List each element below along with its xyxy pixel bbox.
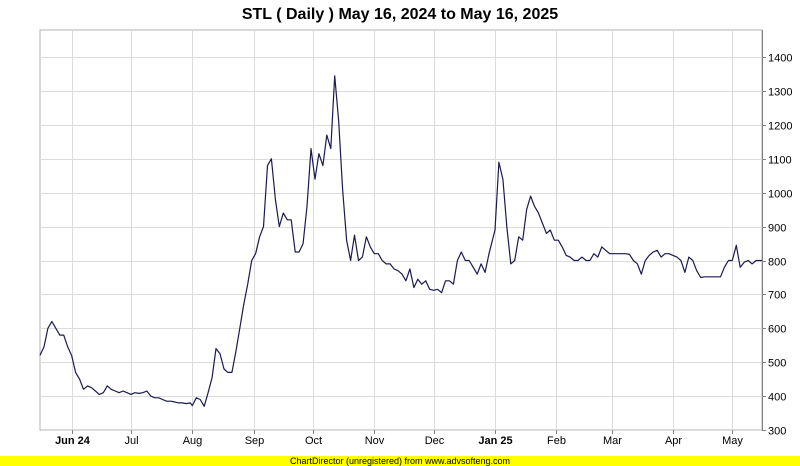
x-tick-label: Mar xyxy=(603,435,622,447)
y-tick-label: 1200 xyxy=(768,121,792,133)
x-tick-label: May xyxy=(722,435,743,447)
x-tick-label: Jan 25 xyxy=(478,435,512,447)
x-tick-label: Nov xyxy=(365,435,385,447)
x-tick-label: Jul xyxy=(124,435,138,447)
x-tick-label: Sep xyxy=(245,435,265,447)
plot-area xyxy=(39,29,763,431)
x-tick-label: Aug xyxy=(183,435,203,447)
x-tick-label: Dec xyxy=(425,435,445,447)
price-line-series-0 xyxy=(39,75,762,407)
y-tick-label: 900 xyxy=(768,223,786,235)
x-tick-label: Apr xyxy=(665,435,682,447)
chart-title: STL ( Daily ) May 16, 2024 to May 16, 20… xyxy=(242,6,558,23)
axes: 300 400 500 600 700 800 900 1000 1100 1200 1300 140… xyxy=(55,30,792,447)
chartdirector-footer: ChartDirector (unregistered) from www.ad… xyxy=(0,456,800,466)
y-tick-label: 600 xyxy=(768,324,786,336)
grid xyxy=(39,29,763,431)
y-tick-label: 1100 xyxy=(768,155,792,167)
y-tick-label: 300 xyxy=(768,426,786,438)
y-tick-label: 1000 xyxy=(768,189,792,201)
y-tick-label: 400 xyxy=(768,392,786,404)
series-group xyxy=(39,75,762,407)
x-tick-label: Oct xyxy=(305,435,322,447)
y-tick-label: 700 xyxy=(768,290,786,302)
x-tick-label: Jun 24 xyxy=(55,435,91,447)
y-tick-label: 800 xyxy=(768,257,786,269)
y-tick-label: 500 xyxy=(768,358,786,370)
x-tick-label: Feb xyxy=(547,435,566,447)
line-chart: STL ( Daily ) May 16, 2024 to May 16, 20… xyxy=(39,6,792,447)
y-tick-label: 1300 xyxy=(768,87,792,99)
y-tick-label: 1400 xyxy=(768,53,792,65)
